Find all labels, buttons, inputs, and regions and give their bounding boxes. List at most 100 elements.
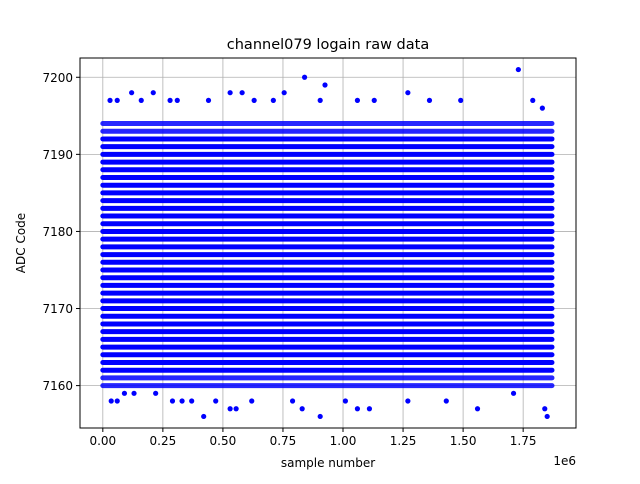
data-row <box>100 151 555 157</box>
data-row <box>100 352 555 358</box>
data-row <box>100 167 555 173</box>
data-point <box>299 406 305 412</box>
data-row <box>100 359 555 365</box>
data-row <box>100 213 555 219</box>
data-row <box>100 136 555 142</box>
data-point <box>317 97 323 103</box>
data-point <box>227 90 233 96</box>
data-point <box>281 90 287 96</box>
data-row <box>100 259 555 265</box>
y-tick-label: 7180 <box>42 225 73 239</box>
data-point <box>249 398 255 404</box>
data-point <box>114 97 120 103</box>
data-row <box>100 121 555 127</box>
data-point <box>301 74 308 80</box>
data-point <box>251 97 257 103</box>
data-point <box>270 97 276 103</box>
data-row <box>100 383 555 389</box>
data-point <box>342 398 349 404</box>
data-row <box>100 367 555 373</box>
data-point <box>233 406 239 412</box>
data-row <box>100 252 555 258</box>
x-tick-label: 1.25 <box>390 434 417 448</box>
x-tick-label: 0.00 <box>89 434 116 448</box>
data-row <box>100 159 555 165</box>
data-row <box>100 375 555 381</box>
x-tick-label: 0.75 <box>270 434 297 448</box>
data-point <box>213 398 219 404</box>
y-tick-label: 7170 <box>42 302 73 316</box>
data-point <box>371 97 377 103</box>
data-point <box>138 97 144 103</box>
chart-title: channel079 logain raw data <box>227 37 429 53</box>
data-row <box>100 267 555 273</box>
data-row <box>100 313 555 319</box>
data-point <box>426 97 433 103</box>
data-row <box>100 336 555 342</box>
data-point <box>179 398 185 404</box>
y-tick-label: 7190 <box>42 148 73 162</box>
dense-data-band <box>100 121 555 389</box>
data-point <box>354 406 361 412</box>
data-point <box>129 90 135 96</box>
data-point <box>201 413 207 420</box>
data-point <box>405 90 411 96</box>
data-row <box>100 344 555 350</box>
data-point <box>167 97 173 103</box>
data-point <box>515 66 521 73</box>
y-axis-label: ADC Code <box>14 213 28 273</box>
data-row <box>100 182 555 188</box>
data-point <box>366 406 373 412</box>
data-point <box>458 97 464 103</box>
data-point <box>544 413 550 420</box>
data-row <box>100 228 555 234</box>
data-point <box>289 398 296 404</box>
data-point <box>474 406 481 412</box>
data-point <box>239 90 245 96</box>
data-point <box>443 398 449 404</box>
data-row <box>100 205 555 211</box>
outlier-points <box>107 66 550 420</box>
x-axis-label: sample number <box>281 456 375 470</box>
x-tick-label: 1.75 <box>510 434 537 448</box>
y-tick-label: 7160 <box>42 379 73 393</box>
data-point <box>530 97 536 103</box>
plot-area-frame <box>79 57 577 429</box>
data-row <box>100 221 555 227</box>
data-point <box>227 406 233 412</box>
data-point <box>169 398 176 404</box>
x-axis-ticks: 0.00 0.25 0.50 0.75 1.00 1.25 1.50 1.75 <box>89 428 537 448</box>
data-point <box>121 390 128 396</box>
data-point <box>114 398 120 404</box>
x-tick-label: 0.50 <box>210 434 237 448</box>
data-row <box>100 329 555 335</box>
x-tick-label: 0.25 <box>150 434 177 448</box>
data-point <box>317 413 323 420</box>
data-row <box>100 298 555 304</box>
data-row <box>100 282 555 288</box>
data-point <box>108 398 114 404</box>
data-row <box>100 321 555 327</box>
data-point <box>189 398 195 404</box>
data-row <box>100 198 555 204</box>
data-point <box>510 390 517 396</box>
data-point <box>107 97 113 103</box>
data-row <box>100 174 555 180</box>
y-axis-ticks: 7160 7170 7180 7190 7200 <box>42 71 80 393</box>
x-tick-label: 1.50 <box>450 434 477 448</box>
data-row <box>100 290 555 296</box>
data-row <box>100 144 555 150</box>
data-point <box>131 390 137 396</box>
data-row <box>100 306 555 312</box>
data-point <box>205 97 212 103</box>
data-point <box>153 390 159 396</box>
x-axis-offset-label: 1e6 <box>553 454 576 468</box>
data-point <box>354 97 361 103</box>
data-row <box>100 236 555 242</box>
data-point <box>322 82 328 88</box>
data-row <box>100 190 555 196</box>
data-point <box>405 398 411 404</box>
x-tick-label: 1.00 <box>330 434 357 448</box>
